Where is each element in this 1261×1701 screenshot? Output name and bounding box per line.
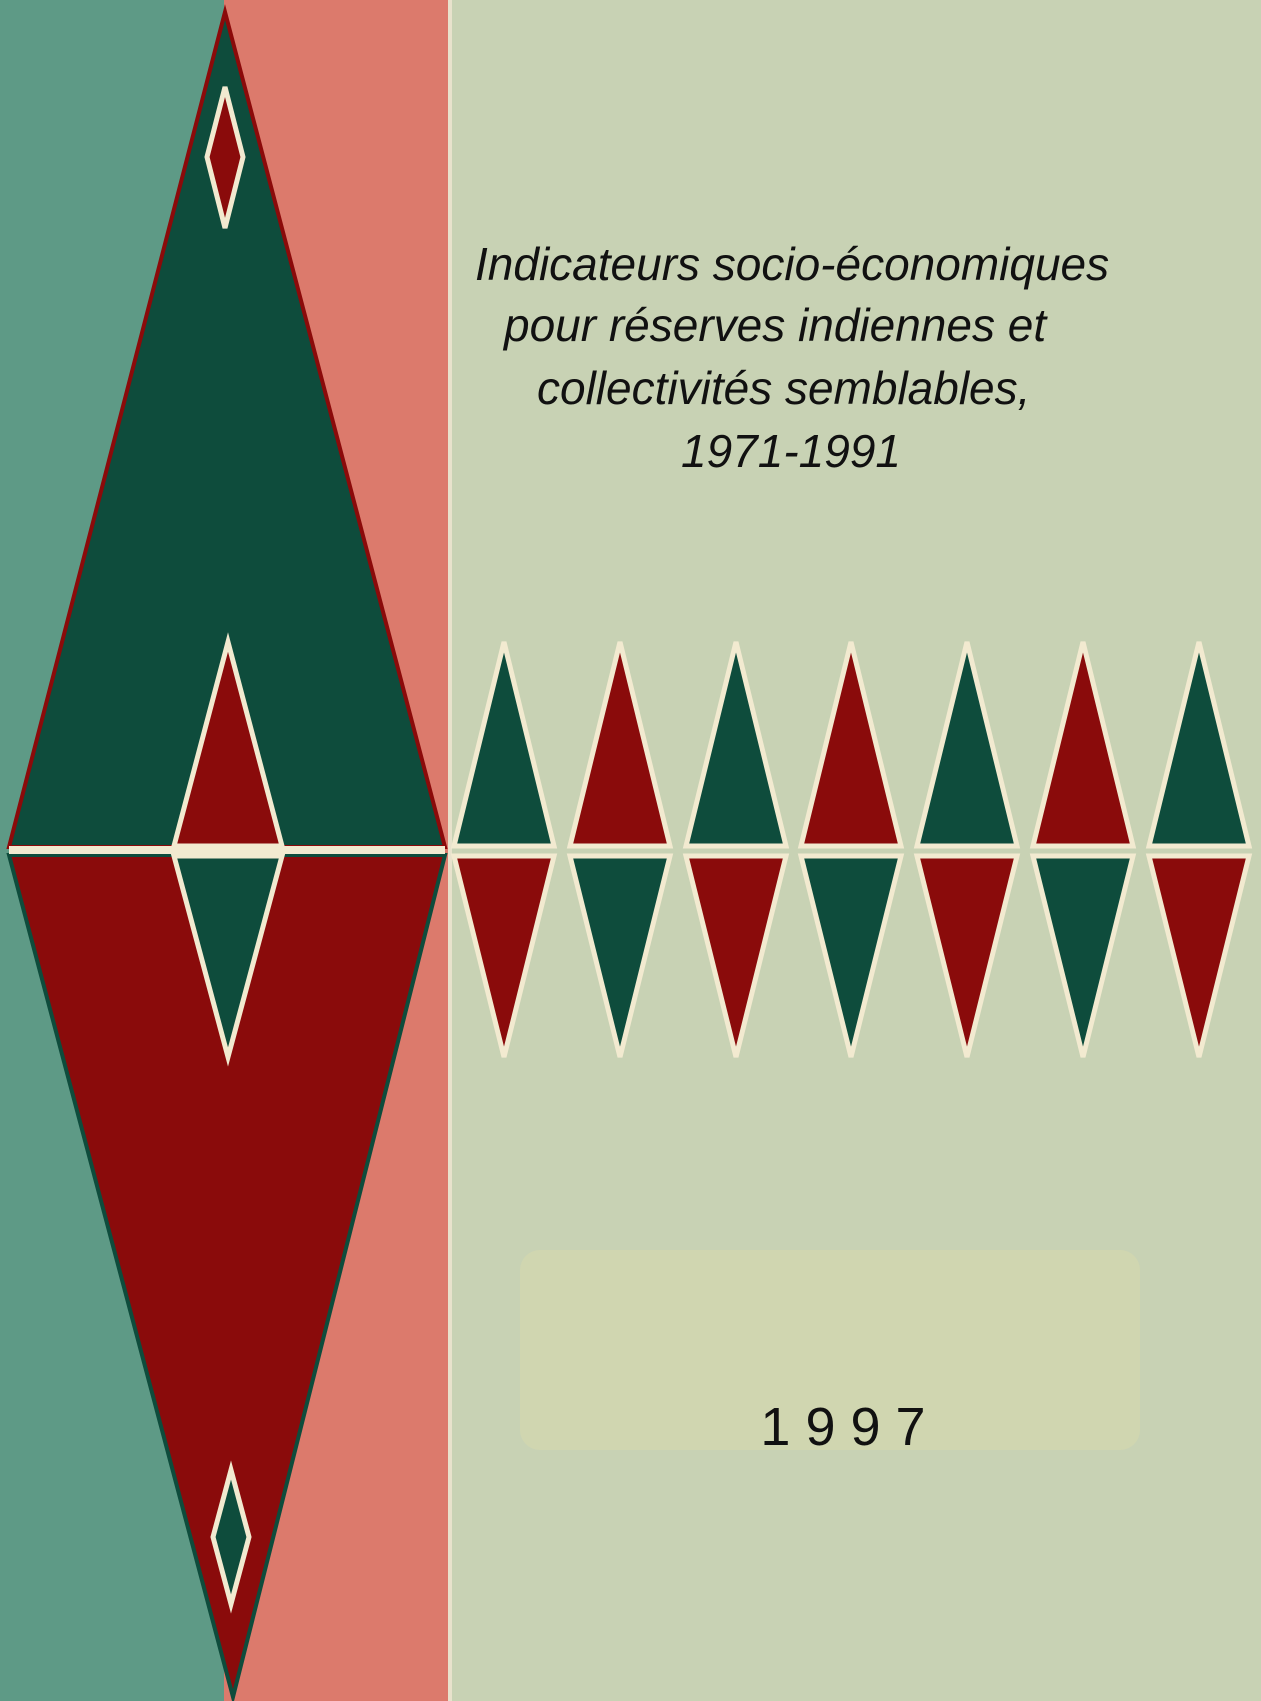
small-diamond [210,1460,252,1614]
light-patch [520,1250,1140,1450]
mid-diamond-top [170,632,286,849]
title-line: 1971-1991 [681,425,901,477]
row-diamond-half [913,641,1021,849]
title-line: pour réserves indiennes et [502,299,1048,351]
row-diamond-half [1145,853,1253,1058]
strip-edge [448,0,452,1701]
row-diamond-half [797,641,905,849]
row-diamond-half [1145,641,1253,849]
row-diamond-half [1029,853,1137,1058]
row-diamond-half [566,641,674,849]
small-diamond [204,86,246,229]
row-diamond-half [682,641,790,849]
row-diamond-half [450,641,558,849]
row-diamond-half [450,853,558,1058]
row-diamond-half [1029,641,1137,849]
row-diamond-half [566,853,674,1058]
year: 1 9 9 7 [760,1397,925,1457]
mid-diamond-bottom [170,853,286,1067]
divider [9,846,445,854]
diamond-row [450,641,1253,1058]
row-diamond-half [797,853,905,1058]
title-line: Indicateurs socio-économiques [475,238,1109,290]
title-line: collectivités semblables, [537,362,1030,414]
row-diamond-half [682,853,790,1058]
row-diamond-half [913,853,1021,1058]
